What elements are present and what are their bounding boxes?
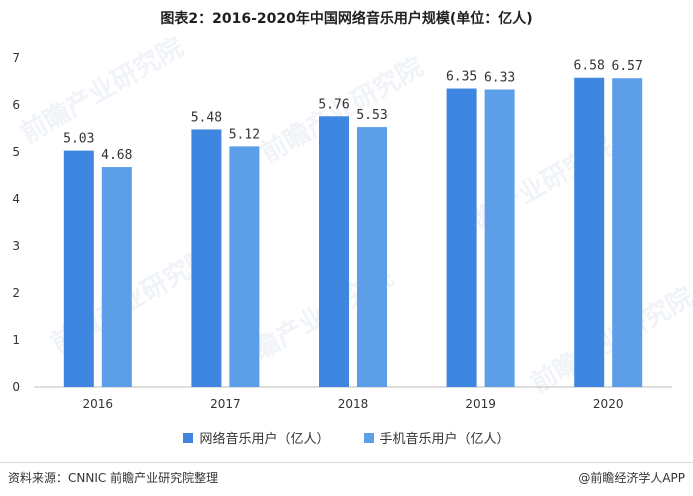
x-tick-label: 2016 <box>83 397 114 411</box>
y-tick-label: 1 <box>12 333 20 347</box>
legend-label-series2: 手机音乐用户（亿人） <box>379 432 510 447</box>
data-label-series1: 5.48 <box>191 110 222 125</box>
legend-swatch-series2 <box>363 432 374 443</box>
y-tick-label: 6 <box>12 98 20 112</box>
bar-series2 <box>612 78 643 388</box>
bar-series1 <box>446 88 477 388</box>
x-tick-label: 2018 <box>338 397 369 411</box>
bar-series1 <box>191 129 222 387</box>
x-tick-label: 2017 <box>210 397 241 411</box>
y-tick-label: 7 <box>12 51 20 65</box>
y-tick-label: 5 <box>12 145 20 159</box>
footer-divider <box>0 462 693 463</box>
y-tick-label: 0 <box>12 380 20 394</box>
y-tick-label: 2 <box>12 286 20 300</box>
x-tick-label: 2020 <box>593 397 624 411</box>
data-label-series1: 5.03 <box>63 132 94 147</box>
data-label-series2: 5.12 <box>229 127 260 142</box>
bar-series2 <box>229 146 260 387</box>
bar-series2 <box>484 89 515 388</box>
data-label-series2: 6.57 <box>612 59 643 74</box>
legend: 网络音乐用户（亿人） 手机音乐用户（亿人） <box>0 428 693 447</box>
data-label-series2: 4.68 <box>101 148 132 163</box>
y-tick-label: 3 <box>12 239 20 253</box>
y-tick-label: 4 <box>12 192 20 206</box>
legend-item-series2[interactable]: 手机音乐用户（亿人） <box>363 428 510 447</box>
bar-series1 <box>63 150 94 387</box>
data-label-series2: 5.53 <box>356 108 387 123</box>
legend-label-series1: 网络音乐用户（亿人） <box>199 432 330 447</box>
brand-label: @前瞻经济学人APP <box>578 471 685 485</box>
bar-series2 <box>357 127 387 387</box>
data-label-series1: 6.58 <box>574 59 605 74</box>
data-label-series1: 6.35 <box>446 70 477 85</box>
bar-series1 <box>574 77 605 388</box>
data-label-series2: 6.33 <box>484 70 515 85</box>
chart-title: 图表2：2016-2020年中国网络音乐用户规模(单位：亿人) <box>160 11 533 27</box>
x-tick-label: 2019 <box>465 397 496 411</box>
legend-item-series1[interactable]: 网络音乐用户（亿人） <box>183 428 330 447</box>
data-label-series1: 5.76 <box>318 97 349 112</box>
source-note: 资料来源：CNNIC 前瞻产业研究院整理 <box>8 471 219 485</box>
bar-series2 <box>101 167 132 387</box>
bar-series1 <box>319 116 349 387</box>
legend-swatch-series1 <box>183 432 194 443</box>
